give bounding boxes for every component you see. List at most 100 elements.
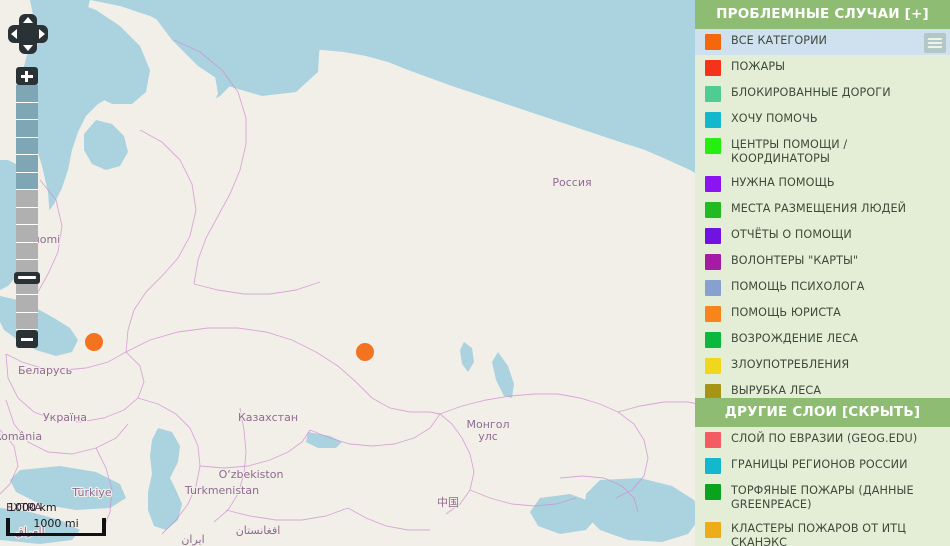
legend-color-swatch	[705, 383, 721, 400]
sea-caspian	[148, 428, 182, 530]
legend-item-label: ПОМОЩЬ ПСИХОЛОГА	[731, 279, 865, 293]
legend-color-swatch	[705, 86, 721, 102]
legend-item[interactable]: ВОЛОНТЕРЫ "КАРТЫ"	[695, 249, 950, 275]
legend-item[interactable]: ГРАНИЦЫ РЕГИОНОВ РОССИИ	[695, 453, 950, 479]
map-marker-1[interactable]	[85, 333, 103, 351]
legend-item[interactable]: ВОЗРОЖДЕНИЕ ЛЕСА	[695, 327, 950, 353]
legend-color-swatch	[705, 331, 721, 348]
zoom-level-1[interactable]	[16, 312, 38, 330]
scale-bar: EXTRA 1000 km 1000 mi	[6, 501, 106, 536]
legend-item-label: ПОМОЩЬ ЮРИСТА	[731, 305, 841, 319]
legend-color-swatch	[705, 458, 721, 474]
legend-item-label: ОТЧЁТЫ О ПОМОЩИ	[731, 227, 852, 241]
sea-japan	[584, 478, 700, 542]
scale-extra-label: EXTRA	[6, 501, 42, 514]
zoom-out-button[interactable]	[16, 330, 38, 348]
legend-item-label: ВЫРУБКА ЛЕСА	[731, 383, 822, 397]
legend-color-swatch	[705, 279, 721, 296]
legend-problems-body: ВСЕ КАТЕГОРИИ ПОЖАРЫ БЛОКИРОВАННЫЕ ДОРОГИ Х…	[695, 29, 950, 431]
legend-item[interactable]: СЛОЙ ПО ЕВРАЗИИ (GEOG.EDU)	[695, 427, 950, 453]
legend-panel-problems: ПРОБЛЕМНЫЕ СЛУЧАИ [+] ВСЕ КАТЕГОРИИ ПОЖАР…	[695, 0, 950, 431]
zoom-level-14[interactable]	[16, 85, 38, 103]
layers-stack-line	[927, 46, 943, 48]
sea-arctic-inlet	[150, 0, 320, 96]
legend-item[interactable]: ОТЧЁТЫ О ПОМОЩИ	[695, 223, 950, 249]
legend-item-label: ВОЗРОЖДЕНИЕ ЛЕСА	[731, 331, 859, 345]
zoom-slider-track[interactable]	[14, 85, 40, 330]
legend-item-label: БЛОКИРОВАННЫЕ ДОРОГИ	[731, 86, 891, 99]
sea-black	[10, 466, 126, 510]
legend-item[interactable]: БЛОКИРОВАННЫЕ ДОРОГИ	[695, 81, 950, 107]
legend-layers-header[interactable]: ДРУГИЕ СЛОИ [СКРЫТЬ]	[695, 398, 950, 427]
arrow-down-icon	[23, 45, 33, 51]
legend-item[interactable]: ВСЕ КАТЕГОРИИ	[695, 29, 950, 55]
arrow-up-icon	[23, 17, 33, 23]
legend-color-swatch	[705, 253, 721, 270]
pan-control[interactable]	[8, 14, 48, 54]
map-marker-2[interactable]	[356, 343, 374, 361]
legend-item[interactable]: ВЫРУБКА ЛЕСА	[695, 379, 950, 405]
legend-color-swatch	[705, 432, 721, 448]
layers-stack-line	[927, 42, 943, 44]
legend-color-swatch	[705, 484, 721, 500]
legend-item[interactable]: ПОЖАРЫ	[695, 55, 950, 81]
legend-item[interactable]: ПОМОЩЬ ПСИХОЛОГА	[695, 275, 950, 301]
zoom-slider-handle[interactable]	[14, 271, 40, 284]
legend-item-label: ЦЕНТРЫ ПОМОЩИ / КООРДИНАТОРЫ	[731, 138, 848, 166]
legend-layers-body: СЛОЙ ПО ЕВРАЗИИ (GEOG.EDU) ГРАНИЦЫ РЕГИОН…	[695, 427, 950, 546]
legend-item[interactable]: НУЖНА ПОМОЩЬ	[695, 171, 950, 197]
legend-panel-layers: ДРУГИЕ СЛОИ [СКРЫТЬ] СЛОЙ ПО ЕВРАЗИИ (GE…	[695, 398, 950, 546]
zoom-level-2[interactable]	[16, 295, 38, 313]
legend-item[interactable]: ЗЛОУПОТРЕБЛЕНИЯ	[695, 353, 950, 379]
legend-color-swatch	[705, 60, 721, 76]
zoom-level-7[interactable]	[16, 207, 38, 225]
legend-item-label: ВОЛОНТЕРЫ "КАРТЫ"	[731, 253, 859, 267]
scale-km-label: 1000 km	[8, 501, 57, 514]
sea-white	[84, 120, 128, 170]
zoom-level-5[interactable]	[16, 242, 38, 260]
legend-item[interactable]: ЦЕНТРЫ ПОМОЩИ / КООРДИНАТОРЫ	[695, 133, 950, 171]
legend-item-label: КЛАСТЕРЫ ПОЖАРОВ ОТ ИТЦ СКАНЭКС	[731, 521, 906, 546]
zoom-level-11[interactable]	[16, 137, 38, 155]
legend-color-swatch	[705, 305, 721, 322]
zoom-level-10[interactable]	[16, 155, 38, 173]
legend-color-swatch	[705, 227, 721, 244]
legend-item-label: ВСЕ КАТЕГОРИИ	[731, 34, 828, 47]
zoom-in-button[interactable]	[16, 67, 38, 85]
legend-item-label: ПОЖАРЫ	[731, 60, 786, 73]
legend-item[interactable]: ХОЧУ ПОМОЧЬ	[695, 107, 950, 133]
zoom-level-6[interactable]	[16, 225, 38, 243]
legend-item[interactable]: ПОМОЩЬ ЮРИСТА	[695, 301, 950, 327]
legend-problems-header[interactable]: ПРОБЛЕМНЫЕ СЛУЧАИ [+]	[695, 0, 950, 29]
zoom-level-12[interactable]	[16, 120, 38, 138]
legend-item-label: МЕСТА РАЗМЕЩЕНИЯ ЛЮДЕЙ	[731, 201, 907, 215]
legend-item-label: НУЖНА ПОМОЩЬ	[731, 175, 835, 189]
lake-small-1	[460, 342, 474, 372]
sea-barents	[38, 0, 150, 104]
pan-down-button[interactable]	[19, 38, 37, 54]
zoom-level-8[interactable]	[16, 190, 38, 208]
arrow-left-icon	[11, 29, 17, 39]
legend-item-label: ХОЧУ ПОМОЧЬ	[731, 112, 818, 125]
legend-item[interactable]: КЛАСТЕРЫ ПОЖАРОВ ОТ ИТЦ СКАНЭКС	[695, 517, 950, 546]
zoom-control[interactable]	[14, 67, 40, 348]
legend-color-swatch	[705, 112, 721, 128]
layers-stack-icon[interactable]	[924, 33, 946, 53]
zoom-level-13[interactable]	[16, 102, 38, 120]
legend-color-swatch	[705, 201, 721, 218]
legend-item[interactable]: ТОРФЯНЫЕ ПОЖАРЫ (ДАННЫЕ GREENPEACE)	[695, 479, 950, 517]
sea-yellow	[530, 494, 598, 534]
arrow-right-icon	[39, 29, 45, 39]
legend-color-swatch	[705, 34, 721, 50]
legend-item-label: ЗЛОУПОТРЕБЛЕНИЯ	[731, 357, 850, 371]
legend-item[interactable]: МЕСТА РАЗМЕЩЕНИЯ ЛЮДЕЙ	[695, 197, 950, 223]
legend-color-swatch	[705, 175, 721, 192]
legend-color-swatch	[705, 138, 721, 154]
legend-item-label: ТОРФЯНЫЕ ПОЖАРЫ (ДАННЫЕ GREENPEACE)	[731, 484, 914, 512]
scale-mile-bar: 1000 mi	[6, 517, 106, 536]
scale-mi-label: 1000 mi	[33, 517, 79, 530]
legend-item-label: СЛОЙ ПО ЕВРАЗИИ (GEOG.EDU)	[731, 432, 918, 445]
zoom-level-9[interactable]	[16, 172, 38, 190]
layers-stack-line	[927, 38, 943, 40]
